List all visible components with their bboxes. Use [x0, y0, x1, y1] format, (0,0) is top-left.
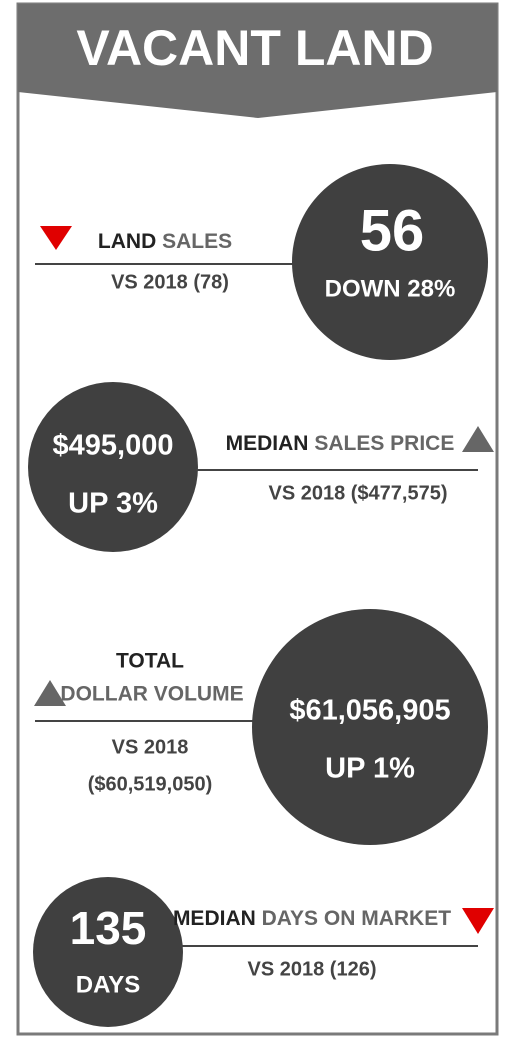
change: DOWN 28% — [325, 275, 456, 302]
comparison: ($60,519,050) — [88, 773, 213, 795]
value-circle — [33, 877, 183, 1027]
comparison: VS 2018 (126) — [248, 958, 377, 980]
label-light: SALES — [162, 230, 232, 253]
change: UP 1% — [325, 753, 415, 785]
up-arrow — [462, 426, 494, 452]
value-circle — [28, 382, 198, 552]
change: DAYS — [76, 971, 140, 998]
label-bold: TOTAL — [116, 650, 184, 673]
comparison: VS 2018 (78) — [111, 271, 229, 293]
label: MEDIAN DAYS ON MARKET — [173, 907, 451, 930]
label-bold: LAND — [98, 230, 156, 253]
label-bold: MEDIAN — [226, 432, 309, 455]
label-light: SALES PRICE — [314, 432, 454, 455]
comparison: VS 2018 — [112, 736, 189, 758]
change: UP 3% — [68, 488, 158, 520]
comparison: VS 2018 ($477,575) — [268, 482, 447, 504]
value: $61,056,905 — [289, 695, 450, 727]
label-bold: MEDIAN — [173, 907, 256, 930]
label-light: DOLLAR VOLUME — [60, 683, 243, 706]
label: LAND SALES — [98, 230, 232, 253]
value: $495,000 — [53, 430, 174, 462]
value-circle — [252, 609, 488, 845]
value: 56 — [360, 198, 425, 263]
value: 135 — [70, 902, 147, 954]
header-banner — [18, 4, 497, 118]
value-circle — [292, 164, 488, 360]
label: MEDIAN SALES PRICE — [226, 432, 455, 455]
label-light: DAYS ON MARKET — [262, 907, 452, 930]
up-arrow — [34, 680, 66, 706]
down-arrow — [40, 226, 72, 250]
down-arrow — [462, 908, 494, 934]
title: VACANT LAND — [76, 20, 433, 76]
